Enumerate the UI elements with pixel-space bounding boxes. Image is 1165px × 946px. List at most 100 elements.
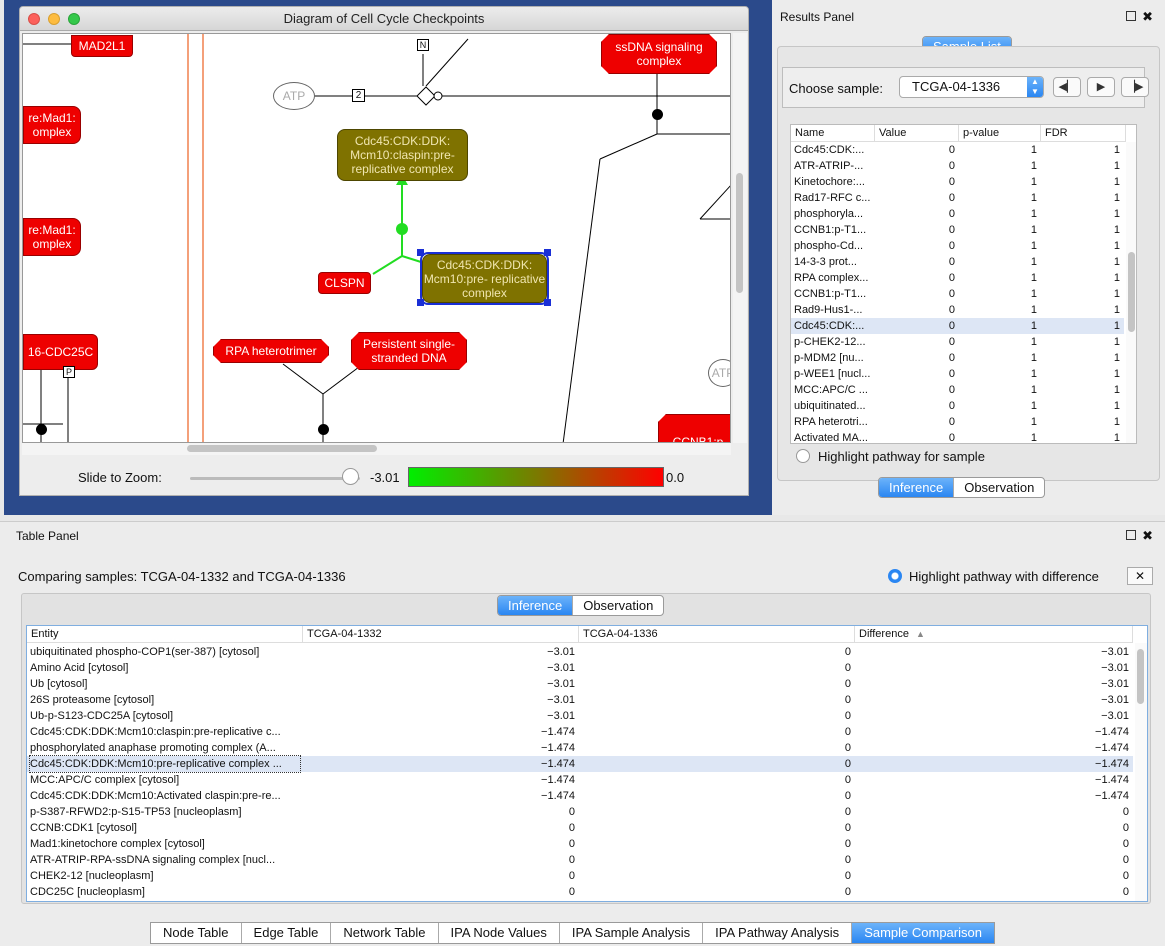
node-cdc25c[interactable]: 16-CDC25C [23,334,98,370]
comparison-table-row[interactable]: CHEK2-12 [nucleoplasm] 0 0 0 [27,868,1133,884]
highlight-sample-radio[interactable] [796,449,810,463]
tab-ipa-sample-analysis[interactable]: IPA Sample Analysis [560,923,704,943]
comparison-table-row[interactable]: phosphorylated anaphase promoting comple… [27,740,1133,756]
maximize-window-icon[interactable] [68,13,80,25]
node-rpa-heterotrimer[interactable]: RPA heterotrimer [213,339,329,363]
results-table-row[interactable]: Rad9-Hus1-... 0 1 1 [791,302,1124,318]
scrollbar-thumb[interactable] [1128,252,1135,332]
tab-observation[interactable]: Observation [583,598,654,613]
comparison-scrollbar[interactable] [1135,643,1147,901]
node-persistent-ssdna[interactable]: Persistent single- stranded DNA [351,332,467,370]
results-table-row[interactable]: 14-3-3 prot... 0 1 1 [791,254,1124,270]
close-panel-icon[interactable]: ✖ [1142,528,1153,543]
column-header-pvalue[interactable]: p-value [959,125,1041,142]
sample-select[interactable]: TCGA-04-1336 ▲ ▼ [899,76,1044,98]
float-panel-icon[interactable] [1126,11,1137,21]
node-cdc45-prereplicative-complex[interactable]: Cdc45:CDK:DDK: Mcm10:pre- replicative co… [422,254,547,303]
scrollbar-thumb[interactable] [736,173,743,293]
step-forward-button[interactable]: ▕▶ [1121,77,1149,97]
tab-sample-comparison[interactable]: Sample Comparison [852,923,994,943]
results-table-row[interactable]: Cdc45:CDK:... 0 1 1 [791,318,1124,334]
selection-handle[interactable] [544,249,551,256]
comparison-table-row[interactable]: Mad1:kinetochore complex [cytosol] 0 0 0 [27,836,1133,852]
node-ccnb1[interactable]: CCNB1:p [658,414,731,443]
comparison-table-row[interactable]: Amino Acid [cytosol] −3.01 0 −3.01 [27,660,1133,676]
comparison-table-row[interactable]: Ub [cytosol] −3.01 0 −3.01 [27,676,1133,692]
results-table-row[interactable]: p-MDM2 [nu... 0 1 1 [791,350,1124,366]
results-table-row[interactable]: RPA complex... 0 1 1 [791,270,1124,286]
comparison-table-row[interactable]: p-S387-RFWD2:p-S15-TP53 [nucleoplasm] 0 0 0 [27,804,1133,820]
node-clspn[interactable]: CLSPN [318,272,371,294]
junction-dot [36,424,47,435]
results-table-row[interactable]: ubiquitinated... 0 1 1 [791,398,1124,414]
column-header-value[interactable]: Value [875,125,959,142]
canvas-horizontal-scrollbar[interactable] [22,443,731,455]
tab-inference[interactable]: Inference [879,478,955,497]
zoom-slider-track[interactable] [190,477,360,480]
results-table-row[interactable]: MCC:APC/C ... 0 1 1 [791,382,1124,398]
results-table-row[interactable]: phosphoryla... 0 1 1 [791,206,1124,222]
comparison-table-row[interactable]: Ub-p-S123-CDC25A [cytosol] −3.01 0 −3.01 [27,708,1133,724]
tab-node-table[interactable]: Node Table [151,923,242,943]
node-atp[interactable]: ATP [273,82,315,110]
pathway-canvas[interactable]: MAD2L1 ssDNA signaling complex re:Mad1: … [22,33,731,443]
results-table-row[interactable]: ATR-ATRIP-... 0 1 1 [791,158,1124,174]
results-cell: 1 [1030,336,1037,348]
comparison-table-row[interactable]: ATR-ATRIP-RPA-ssDNA signaling complex [n… [27,852,1133,868]
tab-ipa-node-values[interactable]: IPA Node Values [439,923,560,943]
comparison-table-row[interactable]: CDC25C [nucleoplasm] 0 0 0 [27,884,1133,900]
selection-handle[interactable] [417,299,424,306]
play-button[interactable]: ▶ [1087,77,1115,97]
minimize-window-icon[interactable] [48,13,60,25]
diagram-titlebar[interactable]: Diagram of Cell Cycle Checkpoints [20,7,748,31]
zoom-bar: Slide to Zoom: -3.01 0.0 [20,459,748,495]
close-window-icon[interactable] [28,13,40,25]
column-header-name[interactable]: Name [791,125,875,142]
column-header-fdr[interactable]: FDR [1041,125,1126,142]
node-ssdna-signaling-complex[interactable]: ssDNA signaling complex [601,34,717,74]
results-table-row[interactable]: p-WEE1 [nucl... 0 1 1 [791,366,1124,382]
comparison-table-row[interactable]: ubiquitinated phospho-COP1(ser-387) [cyt… [27,644,1133,660]
comparison-table-row[interactable]: Cdc45:CDK:DDK:Mcm10:Activated claspin:pr… [27,788,1133,804]
tab-network-table[interactable]: Network Table [331,923,439,943]
selection-handle[interactable] [544,299,551,306]
float-panel-icon[interactable] [1126,530,1137,540]
results-table-row[interactable]: phospho-Cd... 0 1 1 [791,238,1124,254]
results-table-row[interactable]: p-CHEK2-12... 0 1 1 [791,334,1124,350]
results-table-row[interactable]: Kinetochore:... 0 1 1 [791,174,1124,190]
close-panel-icon[interactable]: ✖ [1142,9,1153,24]
comparison-table-row[interactable]: MCC:APC/C complex [cytosol] −1.474 0 −1.474 [27,772,1133,788]
comparison-table-row[interactable]: Cdc45:CDK:DDK:Mcm10:claspin:pre-replicat… [27,724,1133,740]
highlight-difference-radio[interactable] [888,569,902,583]
results-scrollbar[interactable] [1126,142,1136,443]
comparison-table-row[interactable]: 26S proteasome [cytosol] −3.01 0 −3.01 [27,692,1133,708]
node-cdc45-claspin-complex[interactable]: Cdc45:CDK:DDK: Mcm10:claspin:pre- replic… [337,129,468,181]
node-mad1-complex-a[interactable]: re:Mad1: omplex [23,106,81,144]
zoom-slider-knob[interactable] [342,468,359,485]
column-header-sample-1[interactable]: TCGA-04-1332 [303,626,579,643]
results-table-row[interactable]: Rad17-RFC c... 0 1 1 [791,190,1124,206]
results-table-row[interactable]: RPA heterotri... 0 1 1 [791,414,1124,430]
tab-ipa-pathway-analysis[interactable]: IPA Pathway Analysis [703,923,853,943]
results-table-row[interactable]: Cdc45:CDK:... 0 1 1 [791,142,1124,158]
node-mad1-complex-b[interactable]: re:Mad1: omplex [23,218,81,256]
results-table-row[interactable]: Activated MA... 0 1 1 [791,430,1124,443]
column-header-difference[interactable]: Difference ▲ [855,626,1133,643]
node-mad2l1[interactable]: MAD2L1 [71,35,133,57]
scrollbar-thumb[interactable] [187,445,377,452]
tab-edge-table[interactable]: Edge Table [242,923,332,943]
tab-inference[interactable]: Inference [498,596,574,615]
comparison-table-row[interactable]: Cdc45:CDK:DDK:Mcm10:pre-replicative comp… [27,755,1133,773]
tab-observation[interactable]: Observation [964,480,1035,495]
selection-handle[interactable] [417,249,424,256]
close-comparison-button[interactable]: ✕ [1127,567,1153,585]
step-back-button[interactable]: ◀▏ [1053,77,1081,97]
column-header-entity[interactable]: Entity [27,626,303,643]
node-atp-right[interactable]: ATP [708,359,730,387]
results-table-row[interactable]: CCNB1:p-T1... 0 1 1 [791,286,1124,302]
results-table-row[interactable]: CCNB1:p-T1... 0 1 1 [791,222,1124,238]
comparison-table-row[interactable]: CCNB:CDK1 [cytosol] 0 0 0 [27,820,1133,836]
column-header-sample-2[interactable]: TCGA-04-1336 [579,626,855,643]
canvas-vertical-scrollbar[interactable] [733,33,747,443]
scrollbar-thumb[interactable] [1137,649,1144,704]
